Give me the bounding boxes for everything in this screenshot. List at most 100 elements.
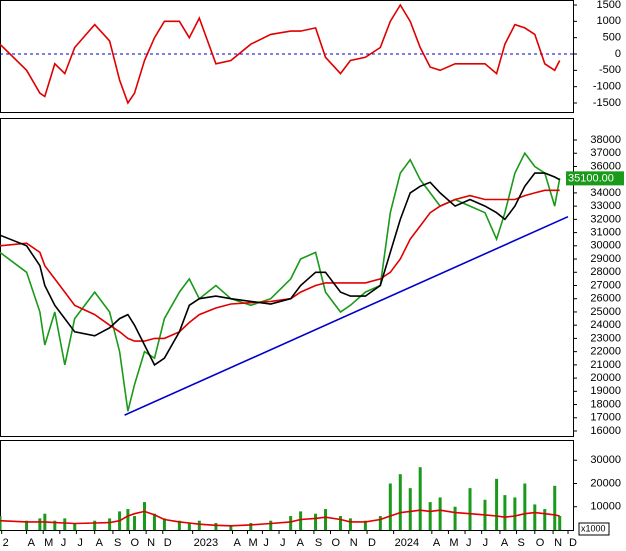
y-tick-label: 1500 [597,0,621,11]
volume-bar [453,506,457,530]
volume-bar [468,488,472,530]
volume-bar [133,516,137,530]
volume-bar [126,509,130,530]
y-tick-label: 20000 [590,477,621,489]
y-tick-label: 25000 [590,306,621,318]
x-tick-label: 2024 [395,537,419,549]
x-tick-label: A [501,537,509,549]
y-tick-label: 33000 [590,200,621,212]
y-tick-label: 500 [603,32,621,44]
volume-bar [378,516,382,530]
volume-bar [289,516,293,530]
volume-bar [438,497,442,530]
last-price-label: 35100.00 [568,172,614,184]
x-tick-label: M [248,537,257,549]
x-tick-label: M [44,537,53,549]
volume-bar [338,516,342,530]
volume-bar [418,467,422,530]
x-tick-label: J [263,537,269,549]
x-tick-label: J [483,537,489,549]
volume-bar [93,520,97,530]
y-tick-label: 1000 [597,15,621,27]
x-tick-label: 2023 [194,537,218,549]
x-tick-label: O [332,537,341,549]
volume-bar [108,518,112,530]
y-tick-label: 0 [615,48,621,60]
y-tick-label: 22000 [590,346,621,358]
volume-bar [363,520,367,530]
panel-frame [0,118,574,437]
volume-bar [428,502,432,530]
y-tick-label: 32000 [590,213,621,225]
series-line [0,172,561,367]
volume-bar [197,520,201,530]
x-tick-label: A [433,537,441,549]
x-tick-label: A [96,537,104,549]
y-tick-label: 28000 [590,266,621,278]
volume-bar [408,488,412,530]
volume-bar [388,483,392,530]
volume-bar [513,497,517,530]
volume-bar [25,520,29,530]
panel-frame [0,440,574,531]
series-line [0,509,560,527]
x-tick-label: N [554,537,562,549]
y-tick-label: 36000 [590,160,621,172]
volume-bar [187,523,191,530]
volume-bar [348,518,352,530]
x-tick-label: S [114,537,121,549]
x-tick-label: A [28,537,36,549]
x-tick-label: D [569,537,577,549]
y-tick-label: 21000 [590,359,621,371]
volume-bar [558,516,562,530]
x-tick-label: A [234,537,242,549]
series-line [0,189,560,342]
volume-bar [553,485,557,530]
y-tick-label: 30000 [590,454,621,466]
y-tick-label: 29000 [590,253,621,265]
x-tick-label: N [147,537,155,549]
y-tick-label: 10000 [590,501,621,513]
volume-bar [269,520,273,530]
volume-bar [177,520,181,530]
y-tick-label: 38000 [590,134,621,146]
y-tick-label: 34000 [590,187,621,199]
volume-bar [533,504,537,530]
volume-bar [152,513,156,530]
volume-bar [299,511,303,530]
unit-box [578,522,610,536]
y-tick-label: 20000 [590,372,621,384]
y-tick-label: 37000 [590,147,621,159]
last-price-box [566,171,624,186]
x-tick-label: J [77,537,83,549]
x-tick-label: D [368,537,376,549]
y-tick-label: 19000 [590,385,621,397]
series-line [0,151,561,412]
volume-bar [214,523,218,530]
y-tick-label: 26000 [590,293,621,305]
volume-bar [324,509,328,530]
x-tick-label: J [466,537,472,549]
volume-bar [38,518,42,530]
unit-label: x1000 [581,523,606,533]
x-tick-label: D [164,537,172,549]
volume-bar [503,495,507,530]
y-tick-label: -500 [599,64,621,76]
y-tick-label: 31000 [590,226,621,238]
x-tick-label: O [536,537,545,549]
volume-bar [523,483,527,530]
volume-bar [162,518,166,530]
volume-bar [249,523,253,530]
y-tick-label: 27000 [590,279,621,291]
volume-bar [495,478,499,530]
series-line [0,3,561,105]
volume-bar [73,523,77,530]
x-tick-label: 2 [3,537,9,549]
x-tick-label: N [350,537,358,549]
x-tick-label: A [297,537,305,549]
x-tick-label: O [131,537,140,549]
volume-bar [229,525,233,530]
y-tick-label: 23000 [590,332,621,344]
